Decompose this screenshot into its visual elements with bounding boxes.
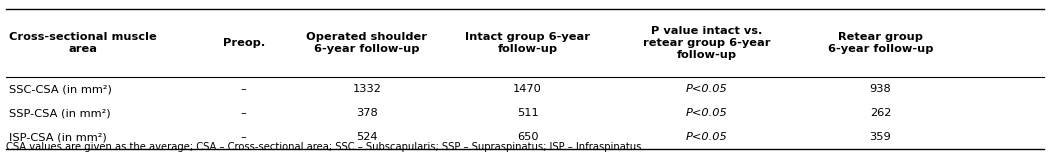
- Text: 359: 359: [869, 132, 891, 142]
- Text: Preop.: Preop.: [223, 38, 265, 48]
- Text: 938: 938: [869, 84, 891, 94]
- Text: P value intact vs.
retear group 6-year
follow-up: P value intact vs. retear group 6-year f…: [643, 26, 771, 60]
- Text: Retear group
6-year follow-up: Retear group 6-year follow-up: [827, 32, 933, 54]
- Text: ISP-CSA (in mm²): ISP-CSA (in mm²): [9, 132, 107, 142]
- Text: Intact group 6-year
follow-up: Intact group 6-year follow-up: [465, 32, 590, 54]
- Text: P<0.05: P<0.05: [686, 84, 728, 94]
- Text: 1332: 1332: [352, 84, 381, 94]
- Text: –: –: [240, 132, 247, 142]
- Text: 524: 524: [356, 132, 377, 142]
- Text: SSP-CSA (in mm²): SSP-CSA (in mm²): [9, 108, 110, 118]
- Text: Cross-sectional muscle
area: Cross-sectional muscle area: [9, 32, 156, 54]
- Text: SSC-CSA (in mm²): SSC-CSA (in mm²): [9, 84, 112, 94]
- Text: Operated shoulder
6-year follow-up: Operated shoulder 6-year follow-up: [307, 32, 427, 54]
- Text: –: –: [240, 84, 247, 94]
- Text: P<0.05: P<0.05: [686, 108, 728, 118]
- Text: 1470: 1470: [513, 84, 542, 94]
- Text: P<0.05: P<0.05: [686, 132, 728, 142]
- Text: –: –: [240, 108, 247, 118]
- Text: 378: 378: [356, 108, 378, 118]
- Text: 511: 511: [517, 108, 539, 118]
- Text: 650: 650: [517, 132, 539, 142]
- Text: CSA values are given as the average; CSA – Cross-sectional area; SSC – Subscapul: CSA values are given as the average; CSA…: [6, 142, 642, 152]
- Text: 262: 262: [869, 108, 891, 118]
